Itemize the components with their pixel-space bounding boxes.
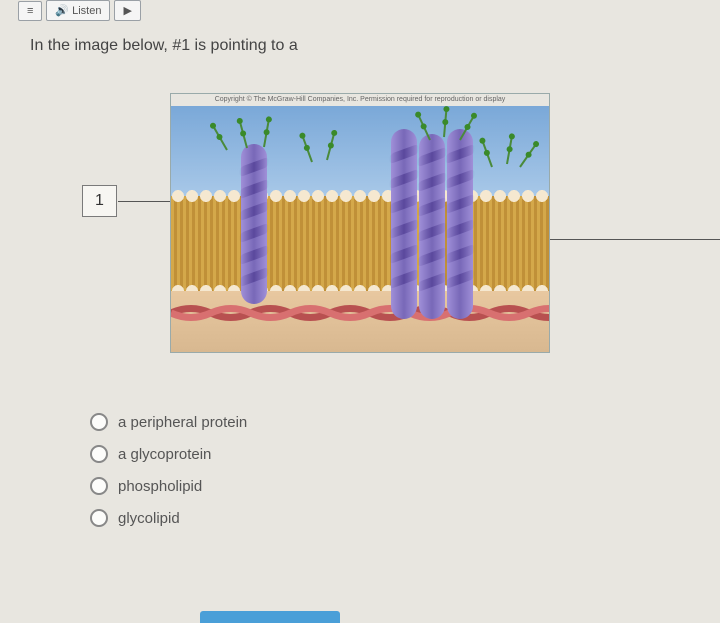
- option-label: a glycoprotein: [118, 446, 211, 463]
- option-label: phospholipid: [118, 478, 202, 495]
- question-prompt: In the image below, #1 is pointing to a: [0, 27, 720, 65]
- phospholipid-bilayer: [171, 196, 549, 291]
- answer-options: a peripheral protein a glycoprotein phos…: [0, 363, 720, 527]
- listen-label: Listen: [72, 5, 101, 17]
- transmembrane-protein-2c: [447, 129, 473, 319]
- toolbar: ≡ 🔊 Listen ▶: [0, 0, 720, 27]
- transmembrane-protein-1: [241, 144, 267, 304]
- cytoskeleton-filament: [171, 304, 549, 322]
- option-c[interactable]: phospholipid: [90, 477, 720, 495]
- transmembrane-protein-2b: [419, 134, 445, 319]
- menu-icon: ≡: [27, 5, 33, 17]
- submit-button[interactable]: [200, 611, 340, 623]
- option-d[interactable]: glycolipid: [90, 509, 720, 527]
- listen-button[interactable]: 🔊 Listen: [46, 0, 110, 21]
- membrane-diagram: Copyright © The McGraw-Hill Companies, I…: [170, 93, 550, 353]
- leader-line-2: [550, 239, 720, 240]
- option-b[interactable]: a glycoprotein: [90, 445, 720, 463]
- radio-icon: [90, 509, 108, 527]
- option-a[interactable]: a peripheral protein: [90, 413, 720, 431]
- radio-icon: [90, 413, 108, 431]
- radio-icon: [90, 445, 108, 463]
- play-icon: ▶: [123, 4, 131, 17]
- diagram-wrap: 1 2 Copyright © The McGraw-Hill Companie…: [170, 93, 550, 353]
- option-label: glycolipid: [118, 510, 180, 527]
- option-label: a peripheral protein: [118, 414, 247, 431]
- transmembrane-protein-2a: [391, 129, 417, 319]
- extracellular-region: [171, 106, 549, 196]
- radio-icon: [90, 477, 108, 495]
- play-button[interactable]: ▶: [114, 0, 140, 21]
- diagram-area: 1 2 Copyright © The McGraw-Hill Companie…: [0, 65, 720, 363]
- speaker-icon: 🔊: [55, 4, 69, 17]
- diagram-label-1: 1: [82, 185, 117, 217]
- diagram-caption: Copyright © The McGraw-Hill Companies, I…: [171, 96, 549, 103]
- menu-button[interactable]: ≡: [18, 1, 42, 21]
